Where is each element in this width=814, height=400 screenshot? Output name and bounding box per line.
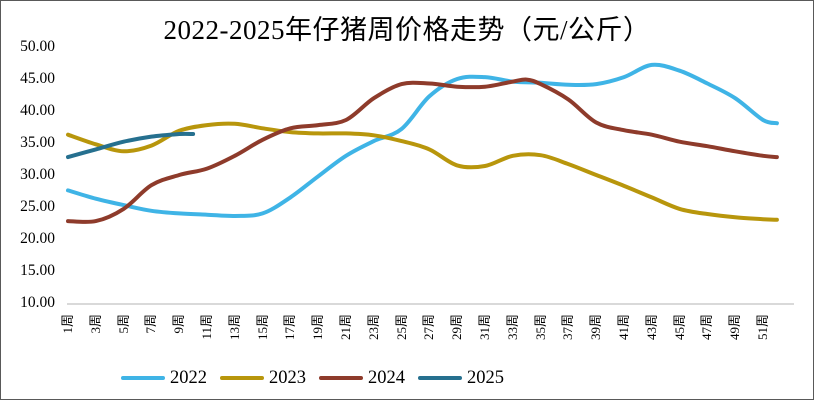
x-tick-label: 43周 (643, 314, 659, 341)
x-tick-label: 11周 (199, 314, 214, 340)
legend-swatch-2022 (121, 375, 165, 381)
x-tick-label: 47周 (699, 314, 715, 341)
x-tick-label: 17周 (282, 314, 298, 341)
y-tick-label: 50.00 (20, 38, 55, 55)
x-tick-label: 3周 (87, 314, 103, 334)
x-tick-label: 35周 (532, 314, 548, 341)
legend-swatch-2024 (319, 375, 363, 381)
legend-item-2025: 2025 (418, 367, 504, 389)
x-tick-label: 41周 (616, 314, 631, 341)
legend-label-2024: 2024 (368, 368, 405, 388)
chart-title: 2022-2025年仔猪周价格走势（元/公斤） (163, 15, 651, 45)
legend-item-2022: 2022 (121, 367, 207, 389)
x-tick-label: 29周 (449, 314, 465, 341)
x-tick-label: 45周 (671, 314, 687, 341)
x-tick-label: 37周 (560, 314, 576, 341)
y-tick-label: 30.00 (20, 166, 55, 183)
series-line-2022 (66, 62, 779, 219)
y-tick-label: 25.00 (20, 198, 55, 215)
series-line-2025 (66, 131, 196, 160)
x-tick-label: 21周 (338, 314, 353, 341)
legend-item-2024: 2024 (319, 367, 405, 389)
legend-label-2023: 2023 (269, 368, 306, 388)
legend-label-2022: 2022 (170, 368, 207, 388)
legend-label-2025: 2025 (467, 368, 504, 388)
x-tick-label: 13周 (226, 314, 242, 341)
x-tick-label: 39周 (588, 314, 604, 341)
y-tick-label: 45.00 (20, 70, 55, 87)
x-tick-label: 15周 (254, 314, 270, 341)
series-line-2024 (66, 77, 779, 224)
x-tick-label: 19周 (310, 314, 326, 341)
x-tick-label: 25周 (393, 314, 409, 341)
x-tick-label: 23周 (365, 314, 381, 341)
x-tick-label: 9周 (171, 314, 187, 334)
x-tick-label: 5周 (115, 314, 131, 334)
legend-swatch-2023 (220, 375, 264, 381)
x-tick-label: 1周 (60, 314, 75, 334)
legend-item-2023: 2023 (220, 367, 306, 389)
y-tick-label: 10.00 (20, 294, 55, 311)
legend-swatch-2025 (418, 375, 462, 381)
y-tick-label: 40.00 (20, 102, 55, 119)
x-tick-label: 27周 (421, 314, 437, 341)
x-tick-label: 7周 (143, 314, 159, 334)
x-tick-label: 31周 (477, 314, 492, 341)
x-tick-label: 49周 (727, 314, 743, 341)
x-tick-label: 51周 (755, 314, 770, 341)
series-line-2023 (66, 121, 779, 222)
legend: 2022 2023 2024 2025 (121, 366, 517, 390)
x-tick-label: 33周 (504, 314, 520, 341)
y-tick-label: 15.00 (20, 262, 55, 279)
y-tick-label: 35.00 (20, 134, 55, 151)
y-tick-label: 20.00 (20, 230, 55, 247)
